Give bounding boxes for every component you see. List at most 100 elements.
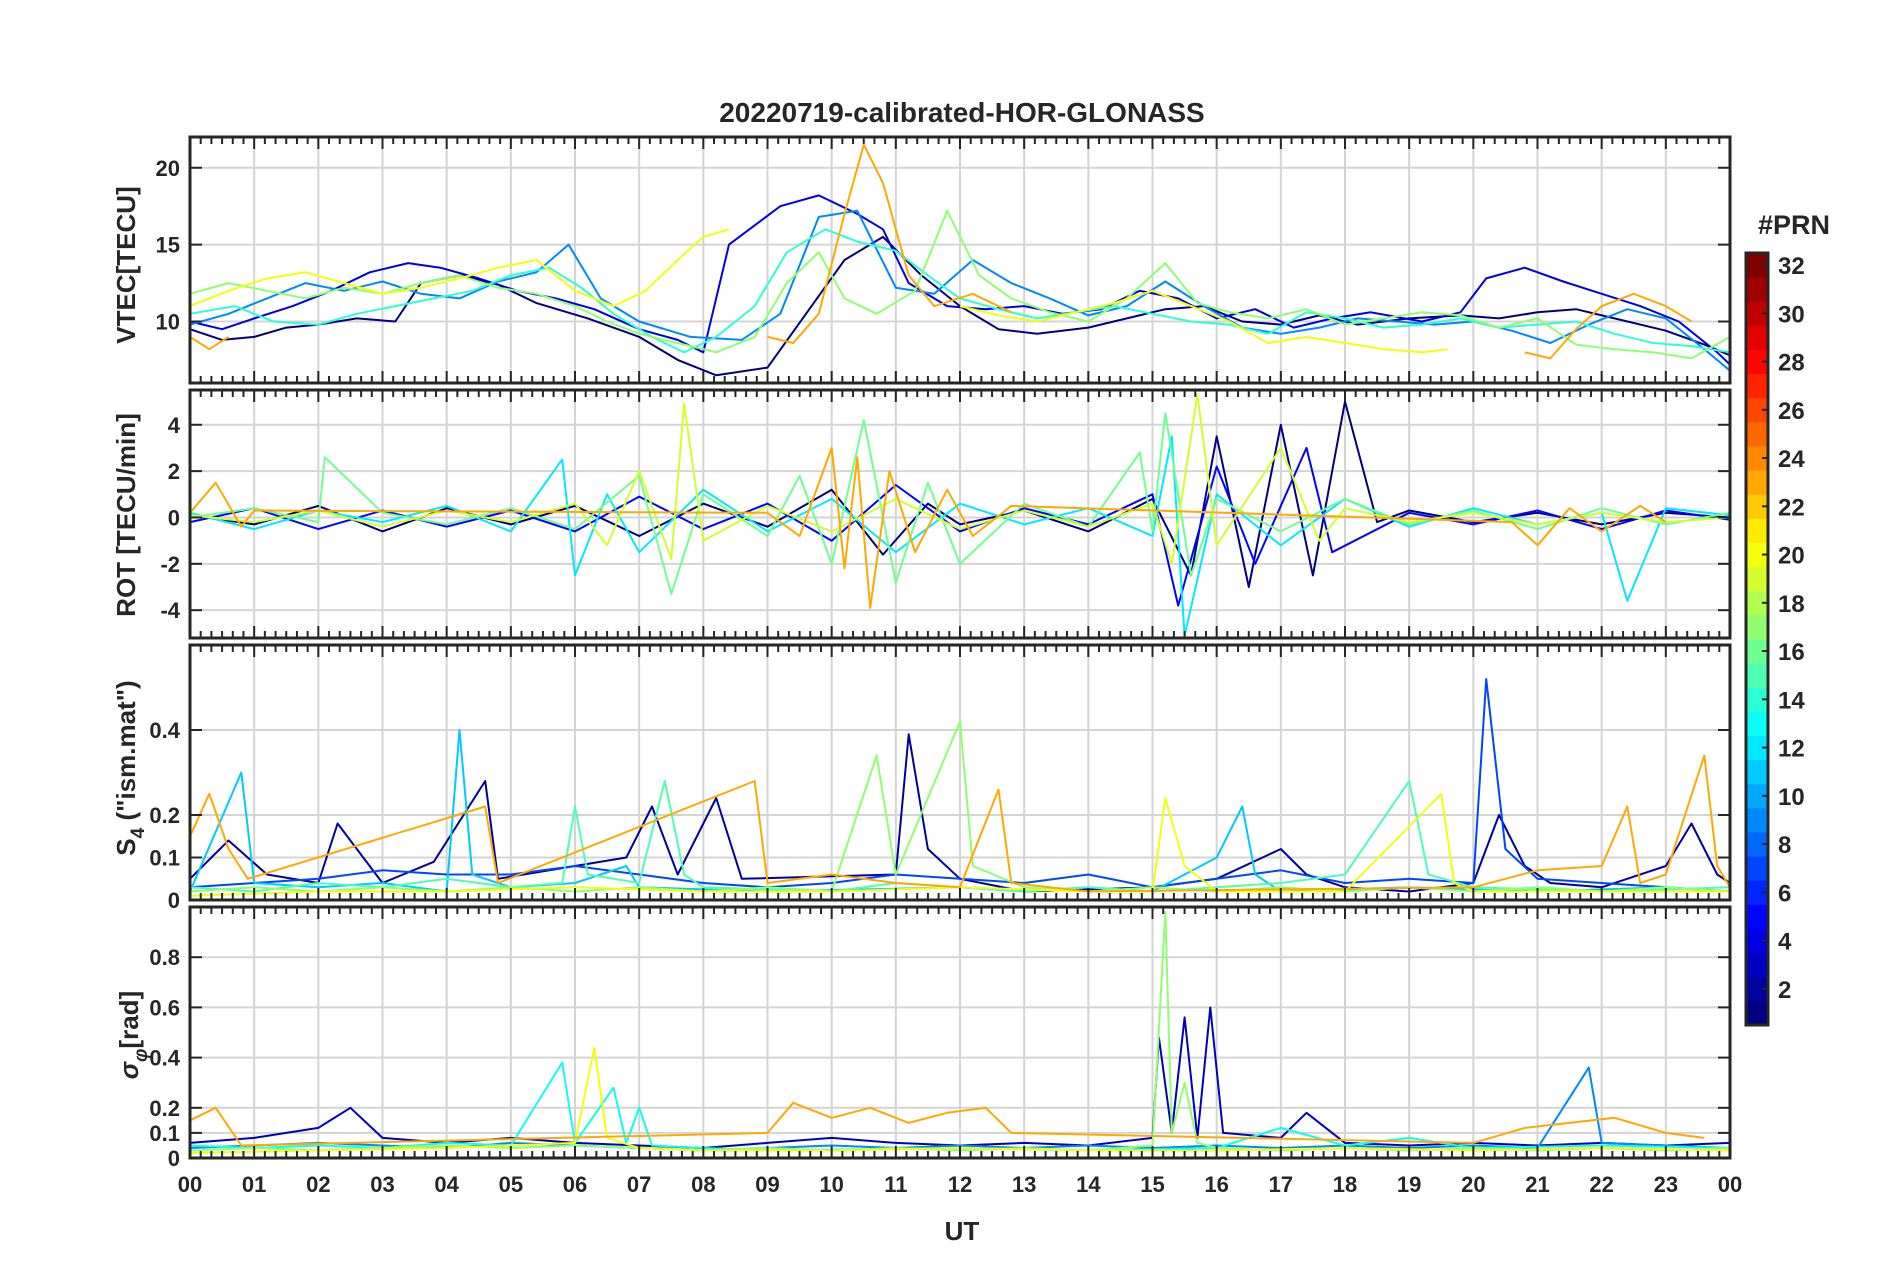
x-tick-label: 09	[755, 1172, 779, 1197]
colorbar-segment	[1746, 421, 1768, 447]
colorbar-segment	[1746, 542, 1768, 568]
colorbar-tick-label: 28	[1778, 350, 1805, 377]
colorbar-segment	[1746, 446, 1768, 471]
colorbar-segment	[1746, 518, 1768, 543]
y-tick-label: 0.6	[149, 995, 180, 1020]
colorbar-tick-label: 30	[1778, 301, 1805, 328]
y-tick-label: -2	[160, 552, 180, 577]
x-tick-label: 01	[242, 1172, 266, 1197]
colorbar-tick-label: 10	[1778, 784, 1805, 811]
x-tick-label: 14	[1076, 1172, 1101, 1197]
y-tick-label: 0.4	[149, 1046, 180, 1071]
colorbar-tick-label: 2	[1778, 977, 1791, 1004]
y-tick-label: 0.1	[149, 846, 180, 871]
colorbar-tick-label: 18	[1778, 591, 1805, 618]
series-line-prn-7	[189, 678, 1731, 893]
y-tick-label: 0.1	[149, 1121, 180, 1146]
colorbar-tick-label: 4	[1778, 929, 1792, 956]
series-line-prn-12	[189, 435, 1731, 637]
colorbar-tick-label: 20	[1778, 543, 1805, 570]
colorbar-segment	[1746, 856, 1768, 881]
x-tick-label: 02	[306, 1172, 330, 1197]
sigma-phi-axis-label: σφ[rad]	[114, 991, 152, 1079]
colorbar-segment	[1746, 952, 1768, 978]
y-tick-label: 15	[156, 233, 180, 258]
colorbar-segment	[1746, 349, 1768, 375]
x-tick-label: 10	[819, 1172, 843, 1197]
colorbar-segment	[1746, 735, 1768, 761]
colorbar-segment	[1746, 277, 1768, 302]
series-line-prn-14	[189, 228, 1731, 354]
x-tick-label: 21	[1525, 1172, 1549, 1197]
colorbar-segment	[1746, 470, 1768, 495]
y-tick-label: 0.2	[149, 1096, 180, 1121]
colorbar-segment	[1746, 253, 1768, 278]
series-line-prn-23	[189, 336, 230, 351]
series-line-prn-16	[189, 412, 1731, 595]
series-line-prn-23	[189, 1101, 1705, 1147]
colorbar-frame	[1744, 251, 1770, 1027]
vtec-axis-label: VTEC[TECU]	[111, 186, 141, 343]
colorbar-segment	[1746, 373, 1768, 399]
x-tick-label: 22	[1589, 1172, 1613, 1197]
colorbar-tick-label: 6	[1778, 880, 1791, 907]
chart-title: 20220719-calibrated-HOR-GLONASS	[719, 97, 1205, 128]
series-line-prn-23	[189, 446, 1667, 609]
x-tick-label: 07	[627, 1172, 651, 1197]
x-tick-label: 05	[499, 1172, 523, 1197]
series-line-prn-3	[189, 1006, 1731, 1149]
y-tick-label: -4	[160, 598, 180, 623]
s4-axis-label: S4 ("ism.mat")	[111, 680, 149, 855]
x-tick-label: 00	[178, 1172, 202, 1197]
colorbar-segment	[1746, 325, 1768, 350]
y-tick-label: 0	[168, 1146, 180, 1171]
colorbar-tick-label: 32	[1778, 253, 1805, 280]
y-tick-label: 20	[156, 156, 180, 181]
y-tick-label: 4	[168, 413, 181, 438]
rot-panel: -4 -2 0 2 4	[160, 388, 1732, 640]
colorbar-segment	[1746, 639, 1768, 664]
series-line-prn-13	[189, 1061, 1731, 1152]
y-tick-label: 10	[156, 310, 180, 335]
vtec-panel: 10 15 20	[156, 135, 1732, 385]
colorbar-tick-label: 8	[1778, 832, 1791, 859]
x-tick-label: 17	[1269, 1172, 1293, 1197]
series-line-prn-20	[189, 792, 1730, 897]
rot-axis-label: ROT [TECU/min]	[111, 413, 141, 617]
colorbar-segment	[1746, 397, 1768, 423]
colorbar-segment	[1746, 832, 1768, 857]
colorbar-segment	[1746, 1000, 1768, 1026]
x-tick-label: 04	[434, 1172, 459, 1197]
panels: 101520-4-202400.10.20.400.10.20.40.60.80…	[149, 135, 1742, 1197]
colorbar-segment	[1746, 494, 1768, 519]
x-tick-label: 08	[691, 1172, 715, 1197]
x-tick-label: 06	[563, 1172, 587, 1197]
x-tick-label: 16	[1204, 1172, 1228, 1197]
colorbar-segment	[1746, 976, 1768, 1002]
colorbar-segment	[1746, 590, 1768, 616]
y-tick-label: 0.4	[149, 718, 180, 743]
x-tick-label: 15	[1140, 1172, 1164, 1197]
y-tick-label: 0	[168, 888, 180, 913]
colorbar-segment	[1746, 807, 1768, 833]
colorbar-segment	[1746, 566, 1768, 592]
series-line-prn-23	[189, 754, 1731, 893]
colorbar-segment	[1746, 904, 1768, 929]
colorbar-segment	[1746, 663, 1768, 688]
colorbar-tick-label: 14	[1778, 687, 1805, 714]
y-tick-label: 0.2	[149, 803, 180, 828]
x-tick-label: 03	[370, 1172, 394, 1197]
x-tick-label: 11	[884, 1172, 907, 1197]
colorbar-tick-label: 26	[1778, 398, 1805, 425]
x-axis-label: UT	[945, 1216, 980, 1246]
x-tick-label: 13	[1012, 1172, 1036, 1197]
x-tick-label: 20	[1461, 1172, 1485, 1197]
colorbar-segment	[1746, 687, 1768, 712]
colorbar-segment	[1746, 880, 1768, 905]
x-tick-label: 18	[1333, 1172, 1357, 1197]
x-tick-label: 23	[1654, 1172, 1678, 1197]
colorbar-tick-label: 12	[1778, 736, 1805, 763]
series-line-prn-20	[959, 289, 1448, 354]
